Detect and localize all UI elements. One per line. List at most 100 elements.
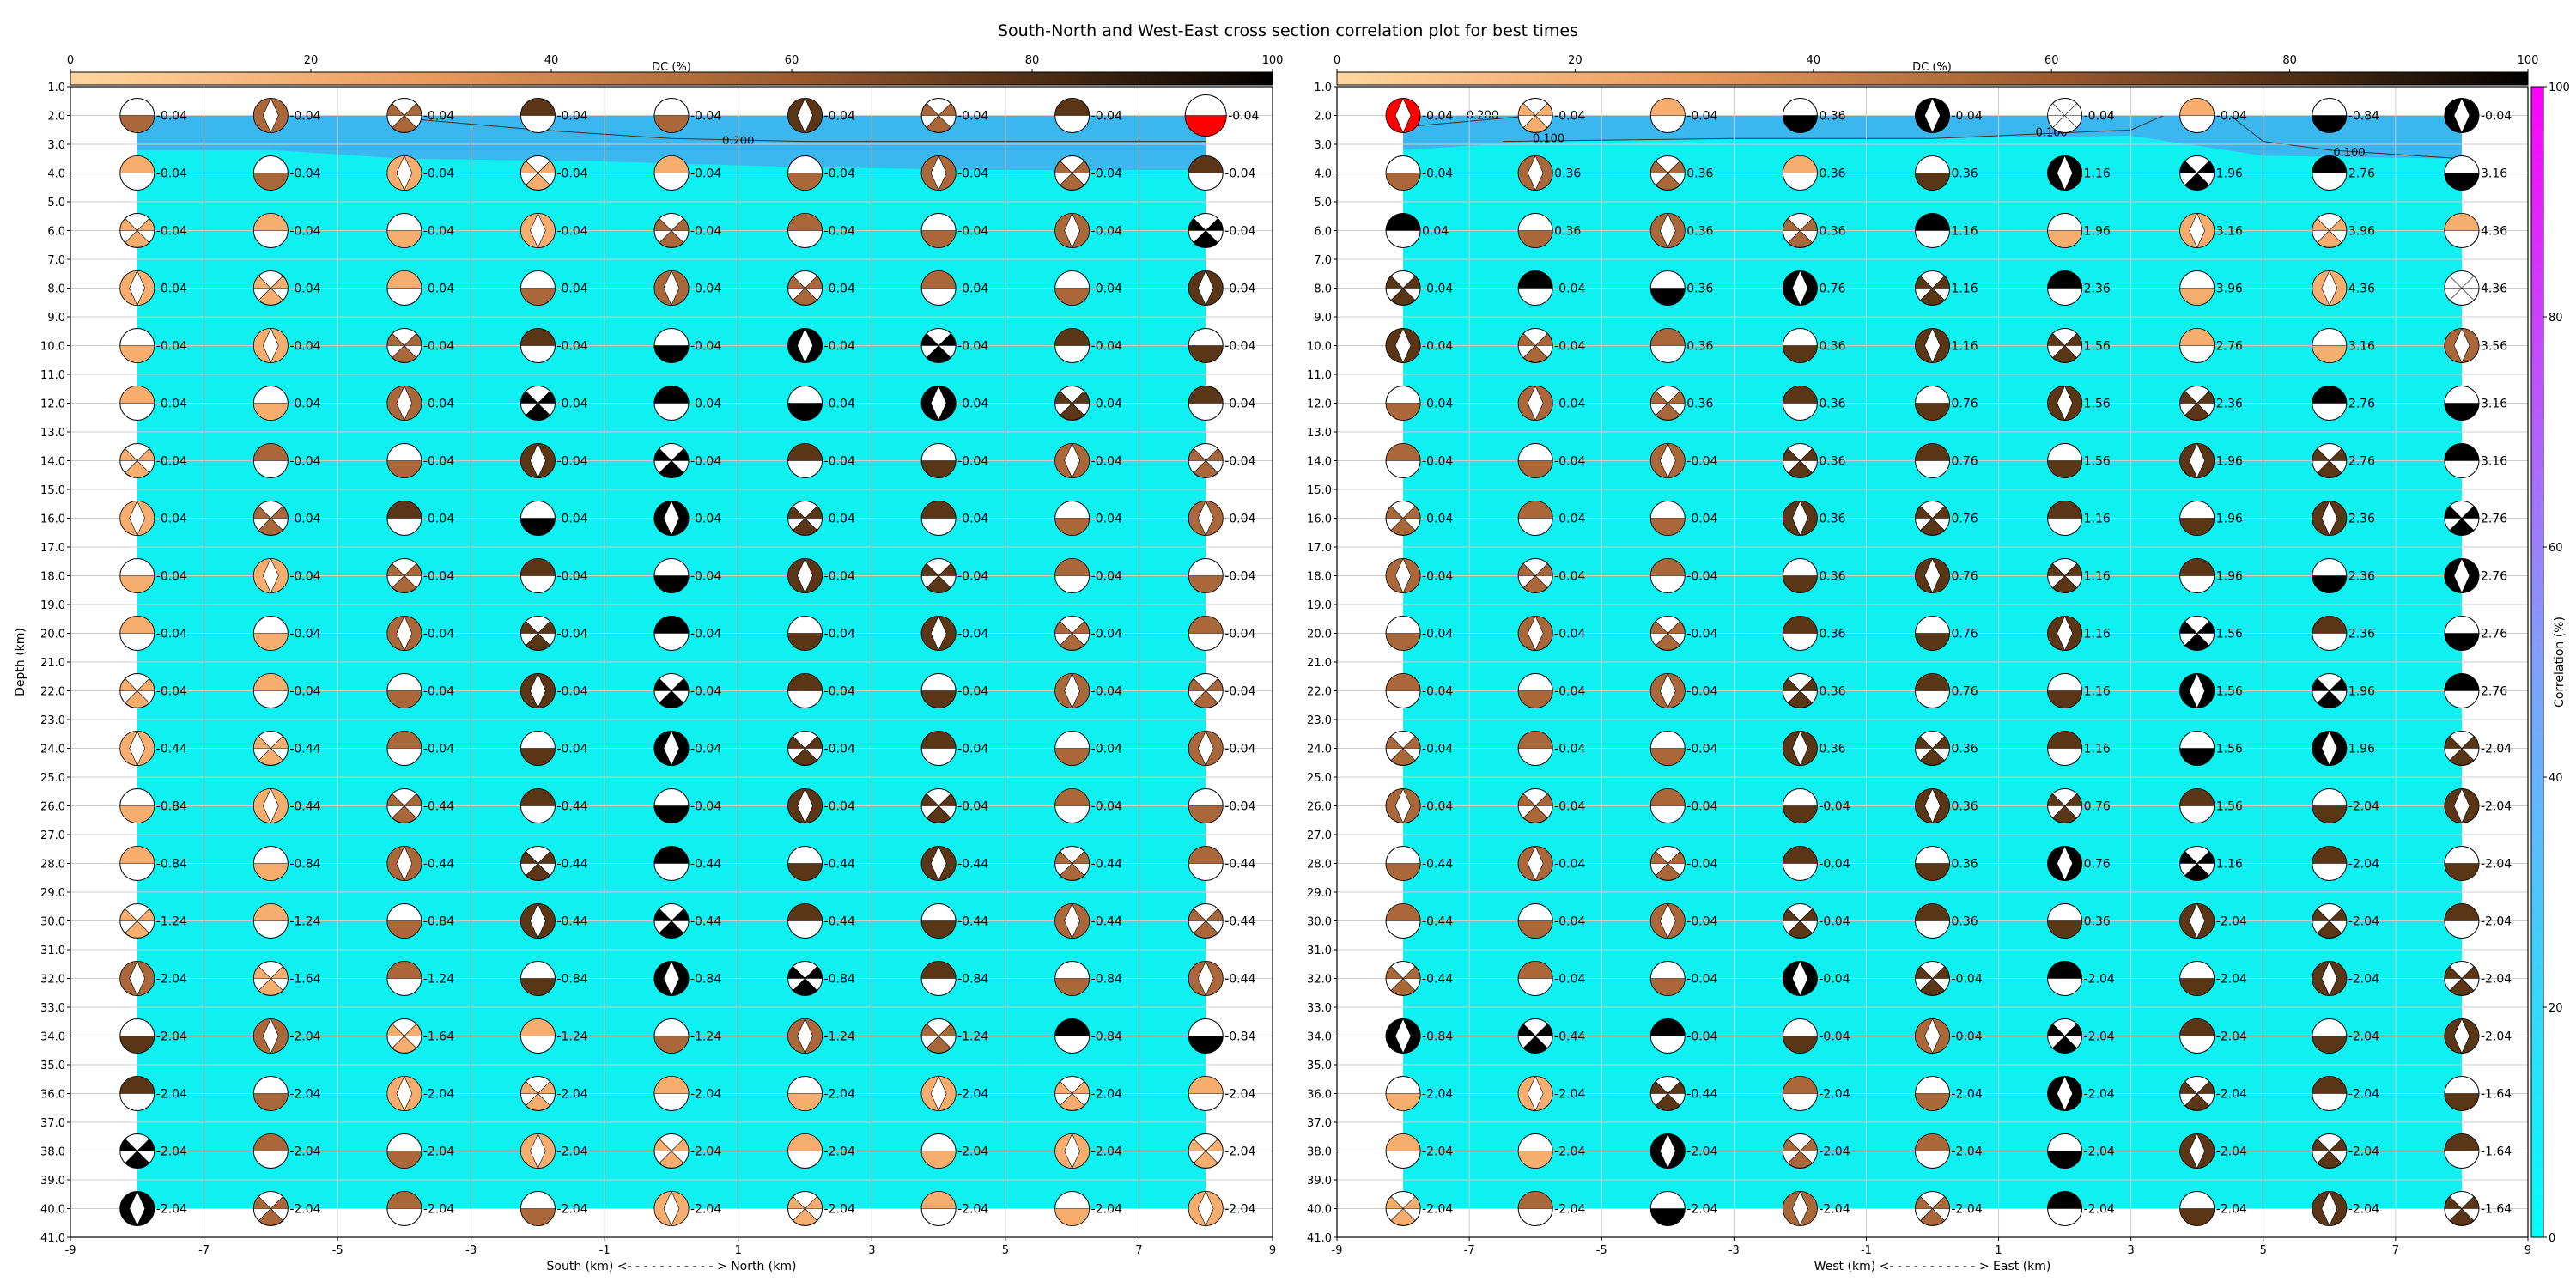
beachball-lobe [2312, 731, 2348, 766]
beachball-value-label: -0.44 [556, 915, 587, 929]
beachball [920, 1076, 957, 1111]
beachball [1385, 788, 1421, 823]
corr-tick-label: 20 [2549, 1002, 2563, 1015]
beachball-value-label: 0.76 [1952, 513, 1978, 526]
beachball-lobe [2047, 1076, 2082, 1111]
beachball-value-label: 0.36 [1819, 225, 1845, 239]
beachball [1649, 1076, 1686, 1111]
x-tick-label: -3 [465, 1244, 477, 1257]
beachball [1054, 1191, 1091, 1226]
beachball-value-label: 0.36 [1819, 570, 1845, 584]
beachball-lobe [1054, 98, 1090, 116]
beachball [1054, 961, 1091, 996]
x-tick-label: 1 [1995, 1244, 2002, 1257]
beachball [252, 328, 289, 363]
beachball-lobe [1783, 575, 1818, 593]
beachball [1915, 616, 1950, 651]
beachball-lobe [2444, 673, 2480, 691]
beachball [2312, 1076, 2348, 1111]
beachball-lobe [1650, 443, 1686, 478]
beachball-value-label: -2.04 [1091, 1088, 1122, 1102]
beachball-lobe [386, 690, 422, 708]
beachball-lobe [1517, 1024, 1553, 1054]
beachball-value-label: -0.04 [690, 513, 721, 526]
beachball-value-label: -2.04 [2481, 743, 2512, 756]
beachball-value-label: -0.04 [1422, 570, 1453, 584]
beachball-lobe [787, 1133, 823, 1151]
beachball [386, 213, 422, 248]
beachball-value-label: -0.04 [556, 398, 587, 411]
beachball-value-label: 0.76 [2084, 858, 2111, 872]
beachball-lobe [2179, 851, 2215, 881]
beachball-value-label: -0.04 [1091, 743, 1122, 756]
beachball-value-label: -1.24 [423, 973, 454, 987]
beachball [2179, 788, 2215, 823]
beachball-value-label: -0.04 [423, 167, 454, 181]
beachball [1188, 903, 1224, 939]
beachball [1188, 731, 1224, 766]
beachball [119, 1018, 155, 1054]
beachball-lobe [1385, 863, 1421, 881]
beachball-value-label: -2.04 [2216, 1088, 2247, 1102]
beachball-lobe [520, 978, 556, 996]
beachball-lobe [1054, 518, 1090, 536]
beachball-lobe [2444, 1018, 2480, 1054]
beachball-value-label: -0.04 [423, 225, 454, 239]
beachball-value-label: 0.36 [1819, 455, 1845, 469]
beachball [1649, 501, 1686, 536]
x-axis-label: South (km) <- - - - - - - - - - - > Nort… [547, 1260, 797, 1273]
beachball-value-label: -2.04 [1554, 1203, 1585, 1217]
x-tick-label: 5 [2260, 1244, 2267, 1257]
beachball-lobe [1915, 736, 1950, 766]
beachball-lobe [1517, 386, 1553, 421]
beachball-value-label: -0.04 [824, 340, 855, 354]
beachball [2179, 673, 2215, 708]
beachball [1188, 386, 1224, 421]
beachball-lobe [386, 1076, 422, 1111]
beachball-value-label: 0.76 [1952, 398, 1978, 411]
beachball-value-label: 0.04 [1422, 225, 1449, 239]
beachball-lobe [253, 1093, 289, 1111]
y-tick-label: 8.0 [47, 283, 65, 296]
beachball [1188, 788, 1224, 823]
beachball [1782, 1133, 1818, 1169]
beachball [519, 1076, 556, 1111]
beachball-value-label: -2.04 [1819, 1145, 1850, 1159]
beachball-lobe [2179, 621, 2215, 651]
beachball [2047, 558, 2083, 593]
beachball [1915, 673, 1950, 708]
beachball-value-label: 1.96 [2216, 167, 2243, 181]
y-tick-label: 37.0 [40, 1117, 65, 1130]
beachball-value-label: -0.84 [1091, 973, 1122, 987]
beachball-lobe [1385, 1018, 1421, 1054]
beachball [119, 270, 155, 306]
beachball-value-label: -0.04 [1554, 455, 1585, 469]
beachball-value-label: -2.04 [2084, 1203, 2115, 1217]
beachball-lobe [1188, 386, 1224, 404]
beachball-lobe [920, 1024, 957, 1054]
beachball-lobe [2179, 391, 2215, 421]
beachball-lobe [787, 903, 823, 921]
beachball [2047, 616, 2083, 651]
beachball-lobe [2047, 616, 2082, 651]
beachball-value-label: -2.04 [156, 1088, 187, 1102]
beachball-lobe [2444, 403, 2480, 421]
beachball-value-label: -0.04 [1952, 110, 1983, 124]
beachball-value-label: -0.04 [1224, 340, 1255, 354]
beachball [519, 903, 556, 939]
beachball [1188, 1076, 1224, 1111]
beachball-lobe [920, 333, 957, 363]
y-tick-label: 40.0 [40, 1204, 65, 1217]
beachball-value-label: -2.04 [690, 1203, 721, 1217]
beachball [653, 1076, 690, 1111]
beachball-value-label: -2.04 [423, 1145, 454, 1159]
y-tick-label: 28.0 [40, 859, 65, 872]
beachball-value-label: -0.04 [556, 167, 587, 181]
y-tick-label: 3.0 [47, 139, 65, 152]
beachball [1915, 961, 1950, 996]
beachball [2047, 270, 2083, 306]
y-tick-label: 21.0 [1307, 657, 1332, 670]
beachball-value-label: -2.04 [1686, 1145, 1717, 1159]
beachball-value-label: -0.04 [423, 110, 454, 124]
beachball [2312, 270, 2348, 306]
